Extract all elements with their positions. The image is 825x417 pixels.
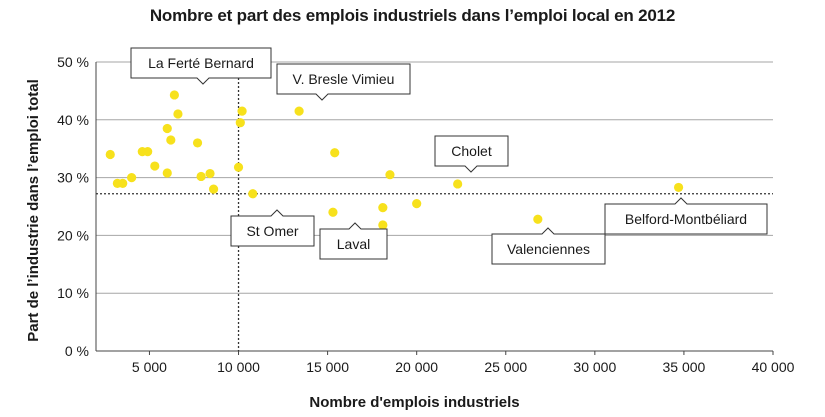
callouts: La Ferté Bernard V. Bresle Vimieu Cholet St… — [130, 47, 768, 265]
x-tick-label: 10 000 — [217, 359, 260, 375]
y-tick-label: 50 % — [57, 54, 89, 70]
data-point — [412, 199, 422, 209]
data-point — [453, 179, 463, 189]
data-point — [378, 203, 388, 213]
x-tick-label: 15 000 — [306, 359, 349, 375]
y-tick-label: 30 % — [57, 170, 89, 186]
axes: 0 % 10 % 20 % 30 % 40 % 50 % 5 000 10 000 15 000… — [57, 54, 795, 375]
data-point — [105, 149, 115, 160]
x-tick-label: 30 000 — [573, 359, 616, 375]
callout-st-omer: St Omer — [230, 209, 315, 247]
data-point — [533, 214, 543, 224]
data-point — [118, 178, 128, 188]
callout-la-fert-bernard: La Ferté Bernard — [130, 47, 272, 85]
callout-box — [491, 227, 606, 265]
x-tick-label: 35 000 — [663, 359, 706, 375]
data-point — [330, 148, 340, 158]
data-point — [196, 171, 206, 182]
x-tick-label: 20 000 — [395, 359, 438, 375]
y-tick-label: 10 % — [57, 285, 89, 301]
data-point — [294, 106, 304, 116]
callout-valenciennes: Valenciennes — [491, 227, 606, 265]
callout-label: Cholet — [451, 143, 492, 159]
y-tick-label: 40 % — [57, 112, 89, 128]
callout-label: Laval — [337, 236, 370, 252]
callout-laval: Laval — [319, 222, 388, 260]
data-point — [127, 173, 137, 183]
data-point — [237, 106, 247, 116]
data-point — [162, 168, 172, 178]
callout-box — [276, 63, 411, 101]
callout-cholet: Cholet — [434, 135, 509, 173]
callout-label: V. Bresle Vimieu — [293, 71, 395, 87]
data-point — [328, 207, 338, 217]
callout-label: Belford-Montbéliard — [625, 211, 747, 227]
data-point — [378, 220, 388, 230]
callout-v-bresle-vimieu: V. Bresle Vimieu — [276, 63, 411, 101]
callout-box — [230, 209, 315, 247]
data-point — [143, 146, 153, 157]
chart-title: Nombre et part des emplois industriels d… — [149, 6, 676, 25]
data-point — [162, 123, 172, 134]
data-point — [205, 168, 215, 179]
x-axis-title: Nombre d'emplois industriels — [309, 394, 519, 411]
callout-belford-montb-liard: Belford-Montbéliard — [604, 197, 768, 235]
data-points — [105, 90, 684, 230]
callout-box — [130, 47, 272, 85]
data-point — [208, 184, 219, 194]
y-axis-title: Part de l’industrie dans l’emploi total — [25, 79, 42, 342]
y-tick-label: 20 % — [57, 227, 89, 243]
x-tick-label: 5 000 — [132, 359, 167, 375]
callout-box — [604, 197, 768, 235]
y-tick-label: 0 % — [65, 343, 89, 359]
x-tick-label: 25 000 — [484, 359, 527, 375]
data-point — [169, 90, 179, 100]
gridlines — [96, 61, 773, 294]
data-point — [166, 135, 176, 145]
data-point — [150, 161, 160, 171]
data-point — [173, 109, 183, 119]
callout-label: St Omer — [246, 223, 298, 239]
callout-box — [434, 135, 509, 173]
callout-box — [319, 222, 388, 260]
data-point — [233, 162, 244, 172]
data-point — [235, 118, 245, 128]
callout-label: La Ferté Bernard — [148, 55, 254, 71]
callout-label: Valenciennes — [507, 241, 590, 257]
data-point — [192, 138, 203, 148]
data-point — [673, 182, 684, 193]
x-tick-label: 40 000 — [752, 359, 795, 375]
data-point — [385, 170, 395, 180]
data-point — [248, 189, 258, 199]
